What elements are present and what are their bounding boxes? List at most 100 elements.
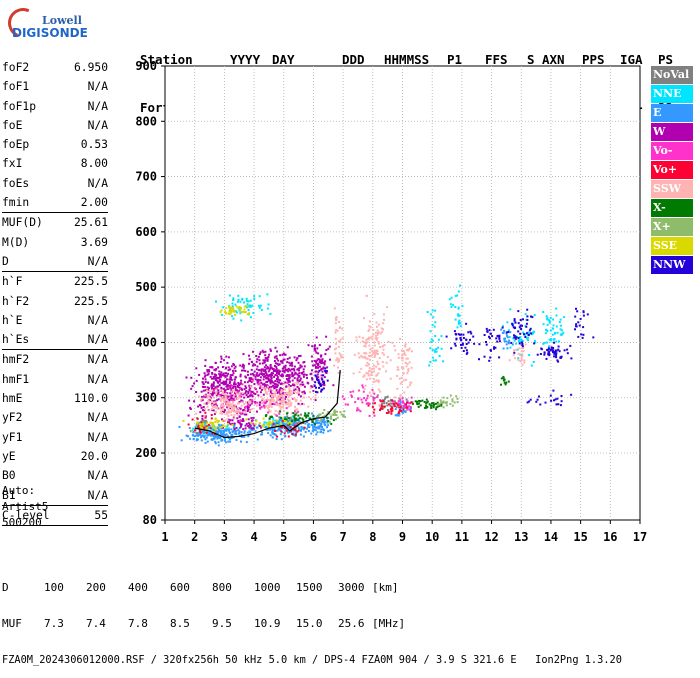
echo-point-ssw — [334, 352, 337, 355]
echo-point-e — [237, 428, 240, 431]
echo-point-w — [227, 395, 230, 398]
echo-point-w — [282, 358, 285, 361]
echo-point-w — [233, 381, 236, 384]
echo-point-x — [311, 420, 314, 423]
echo-point-w — [276, 380, 279, 383]
echo-point-e — [508, 339, 511, 342]
echo-point-vo — [357, 397, 360, 400]
echo-point-ssw — [362, 336, 364, 339]
echo-point-nne — [546, 330, 549, 332]
echo-point-ssw — [387, 340, 390, 343]
echo-point-w — [244, 427, 247, 430]
echo-point-nne — [429, 330, 432, 333]
echo-point-ssw — [238, 396, 241, 399]
echo-point-e — [205, 436, 208, 439]
echo-point-ssw — [263, 399, 266, 402]
echo-point-e — [308, 426, 311, 429]
echo-point-vo — [406, 401, 408, 404]
echo-point-w — [217, 381, 220, 384]
echo-point-x — [326, 416, 329, 419]
echo-point-w — [249, 377, 252, 380]
echo-point-ssw — [520, 356, 523, 359]
param-row: foE N/A — [2, 116, 108, 135]
echo-point-ssw — [219, 389, 222, 392]
param-row: h`E N/A — [2, 311, 108, 330]
echo-point-sse — [209, 422, 212, 424]
echo-point-nnw — [543, 353, 546, 356]
echo-point-e — [197, 434, 200, 437]
echo-point-nne — [246, 306, 249, 309]
echo-point-e — [280, 418, 283, 421]
param-label: foEp — [2, 138, 30, 152]
echo-point-x — [451, 400, 454, 403]
echo-point-w — [274, 382, 277, 385]
echo-point-w — [317, 352, 320, 355]
echo-point-ssw — [376, 374, 379, 376]
echo-point-sse — [255, 419, 258, 422]
echo-point-x — [335, 414, 338, 416]
echo-point-ssw — [381, 352, 384, 354]
echo-point-w — [317, 366, 319, 369]
echo-point-w — [252, 363, 255, 366]
echo-point-x — [268, 417, 271, 420]
echo-point-nnw — [478, 343, 481, 346]
echo-point-w — [222, 387, 225, 390]
echo-point-w — [301, 391, 304, 394]
echo-point-vo — [373, 414, 376, 417]
echo-point-w — [241, 388, 243, 391]
distance-value: 1500 — [296, 581, 323, 594]
echo-point-w — [250, 417, 253, 420]
echo-point-nnw — [472, 335, 475, 338]
echo-point-w — [223, 411, 226, 414]
echo-point-w — [210, 385, 213, 387]
echo-point-x — [442, 406, 445, 409]
echo-point-nnw — [501, 326, 504, 329]
echo-point-sse — [280, 422, 283, 425]
echo-point-w — [325, 349, 328, 351]
echo-point-e — [204, 438, 207, 441]
echo-point-w — [287, 370, 290, 373]
echo-point-vo — [379, 409, 381, 412]
echo-point-nne — [215, 300, 217, 303]
echo-point-ssw — [296, 408, 299, 411]
echo-point-w — [299, 383, 302, 386]
echo-point-nnw — [539, 353, 542, 355]
echo-point-ssw — [368, 363, 370, 366]
echo-point-w — [264, 359, 267, 362]
echo-point-ssw — [211, 389, 214, 392]
echo-point-x — [446, 397, 449, 400]
echo-point-ssw — [513, 349, 516, 352]
echo-point-e — [502, 331, 505, 334]
echo-point-vo — [368, 414, 371, 417]
echo-point-ssw — [366, 341, 369, 344]
echo-point-x — [503, 381, 506, 384]
legend-item-nnw: NNW — [651, 255, 693, 274]
echo-point-ssw — [514, 357, 517, 360]
echo-point-e — [404, 410, 407, 413]
echo-point-sse — [231, 423, 234, 426]
echo-point-ssw — [381, 361, 384, 363]
echo-point-w — [204, 380, 207, 383]
echo-point-vo — [365, 402, 368, 405]
echo-point-ssw — [364, 345, 367, 348]
y-tick-label: 80 — [143, 513, 157, 527]
echo-point-w — [269, 349, 272, 352]
echo-point-ssw — [361, 356, 364, 359]
echo-point-w — [198, 373, 201, 376]
echo-point-w — [299, 377, 302, 380]
echo-point-nnw — [547, 353, 550, 356]
echo-point-sse — [199, 425, 202, 428]
echo-point-ssw — [377, 388, 380, 391]
echo-point-ssw — [237, 402, 240, 405]
echo-point-e — [216, 437, 219, 440]
echo-point-w — [271, 381, 274, 384]
echo-point-ssw — [377, 372, 380, 375]
echo-point-noval — [376, 394, 379, 397]
echo-point-w — [275, 386, 278, 388]
echo-point-ssw — [215, 388, 218, 391]
echo-point-nnw — [592, 336, 595, 339]
echo-point-nne — [277, 421, 280, 424]
echo-point-ssw — [227, 415, 230, 417]
echo-point-w — [252, 392, 255, 395]
echo-point-vo — [207, 423, 210, 426]
